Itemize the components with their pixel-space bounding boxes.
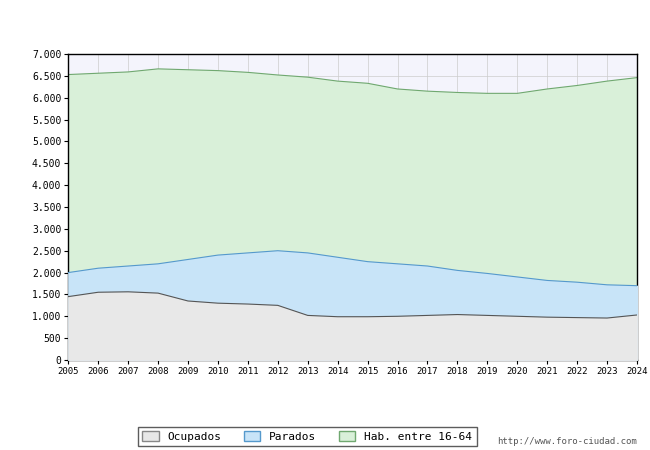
- Text: Santa Margarida de Montbui - Evolucion de la poblacion en edad de Trabajar Mayo : Santa Margarida de Montbui - Evolucion d…: [15, 17, 635, 30]
- Legend: Ocupados, Parados, Hab. entre 16-64: Ocupados, Parados, Hab. entre 16-64: [138, 427, 476, 446]
- Text: http://www.foro-ciudad.com: http://www.foro-ciudad.com: [497, 436, 637, 446]
